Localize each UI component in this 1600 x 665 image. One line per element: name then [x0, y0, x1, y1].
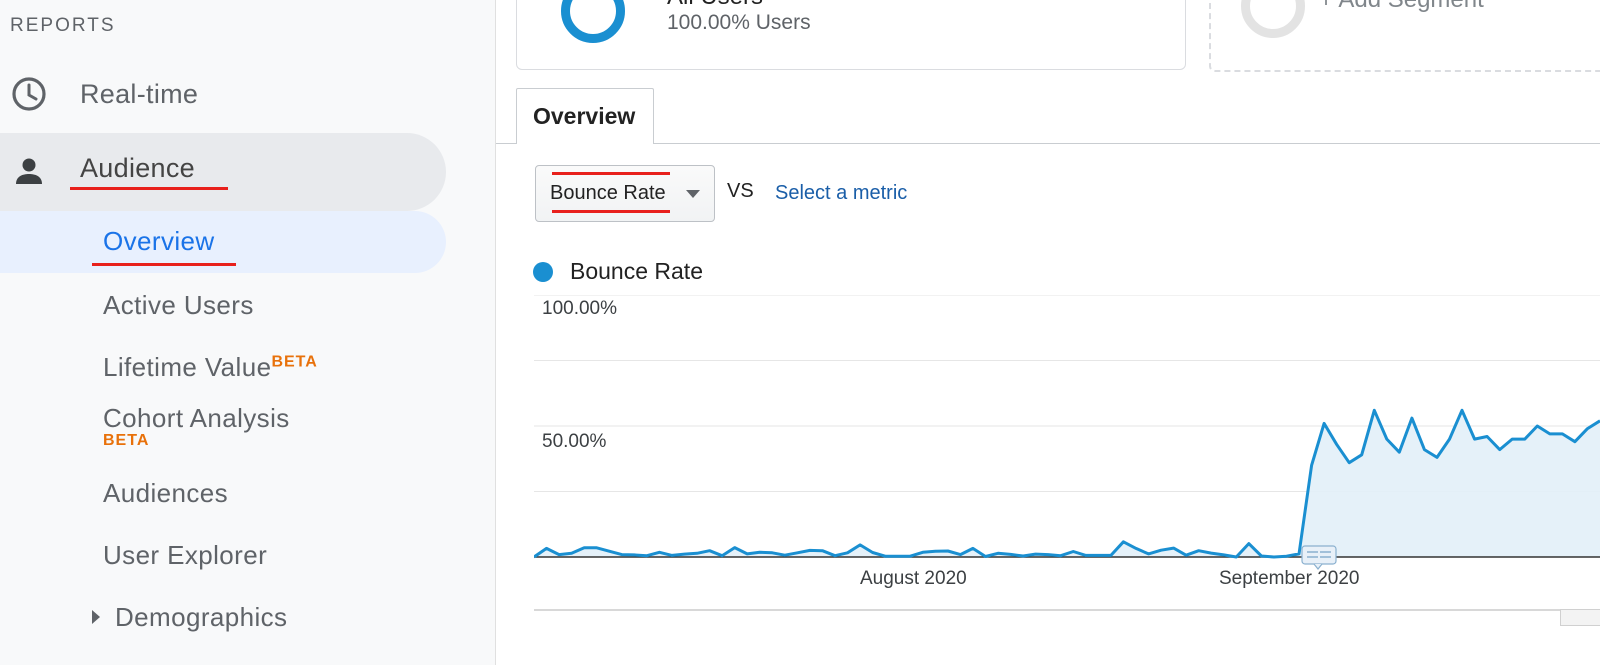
sidebar-subitem-lifetime-value[interactable]: Lifetime ValueBETA [0, 335, 446, 397]
beta-badge: BETA [103, 432, 150, 449]
annotation-marker-icon[interactable] [1301, 545, 1337, 570]
annotation-underline [70, 187, 228, 190]
beta-badge: BETA [271, 353, 318, 371]
series-line-bounce-rate [533, 408, 1600, 559]
bounce-rate-chart: 100.00% 50.00% August 2020 September 202… [533, 294, 1600, 625]
triangle-right-icon [92, 610, 100, 624]
legend-label: Bounce Rate [570, 258, 703, 284]
sidebar-item-label: Audience [80, 153, 195, 183]
legend-color-dot [533, 262, 553, 282]
vs-label: VS [727, 180, 754, 202]
sidebar-subitem-audiences[interactable]: Audiences [0, 468, 446, 530]
sidebar-subitem-demographics[interactable]: Demographics [0, 592, 446, 654]
sidebar-subitem-active-users[interactable]: Active Users [0, 273, 446, 335]
chart-svg [533, 294, 1600, 570]
chart-range-track [534, 609, 1600, 611]
segment-card-all-users[interactable]: All Users 100.00% Users [516, 0, 1186, 70]
main-content: All Users 100.00% Users + Add Segment Ov… [496, 0, 1600, 665]
sidebar-item-real-time[interactable]: Real-time [0, 55, 446, 133]
sidebar-subitem-label: Overview [103, 226, 215, 256]
sidebar: REPORTS Real-time Audience Overview Acti… [0, 0, 496, 665]
sidebar-subitem-label: Cohort Analysis [103, 403, 290, 433]
add-segment-label: + Add Segment [1319, 0, 1484, 14]
metric-select-value: Bounce Rate [550, 182, 666, 204]
chevron-down-icon [686, 190, 700, 198]
y-tick-label: 50.00% [542, 431, 607, 452]
sidebar-subitem-label: Audiences [103, 478, 229, 508]
segment-title: All Users [667, 0, 763, 11]
y-tick-label: 100.00% [542, 298, 618, 319]
sidebar-item-label: Real-time [80, 78, 199, 109]
clock-icon [10, 75, 48, 113]
sidebar-subitem-overview[interactable]: Overview [0, 211, 446, 273]
add-segment-card[interactable]: + Add Segment [1209, 0, 1600, 72]
reports-section-label: REPORTS [10, 15, 116, 36]
sidebar-subitem-label: Lifetime Value [103, 352, 272, 382]
select-metric-link[interactable]: Select a metric [775, 182, 908, 204]
person-icon [10, 153, 48, 191]
series-area [534, 410, 1600, 557]
tabs-divider [496, 143, 1600, 144]
sidebar-subitem-label: Demographics [115, 602, 288, 632]
annotation-underline [92, 263, 236, 266]
sidebar-item-audience[interactable]: Audience [0, 133, 446, 211]
annotation-underline [552, 210, 670, 213]
segment-ring-icon [561, 0, 625, 43]
x-tick-label: September 2020 [1219, 568, 1360, 589]
x-tick-label: August 2020 [860, 568, 967, 589]
chart-range-handle[interactable] [1560, 609, 1600, 626]
metric-select-dropdown[interactable]: Bounce Rate [535, 165, 715, 222]
sidebar-subitem-label: Active Users [103, 290, 254, 320]
segment-subtitle: 100.00% Users [667, 11, 811, 34]
sidebar-subitem-user-explorer[interactable]: User Explorer [0, 530, 446, 592]
empty-segment-ring-icon [1241, 0, 1305, 38]
tab-label: Overview [533, 103, 636, 129]
tab-overview[interactable]: Overview [516, 88, 654, 144]
sidebar-subitem-label: User Explorer [103, 540, 268, 570]
annotation-underline [552, 172, 670, 175]
sidebar-subitem-cohort-analysis[interactable]: Cohort Analysis BETA [0, 397, 446, 467]
